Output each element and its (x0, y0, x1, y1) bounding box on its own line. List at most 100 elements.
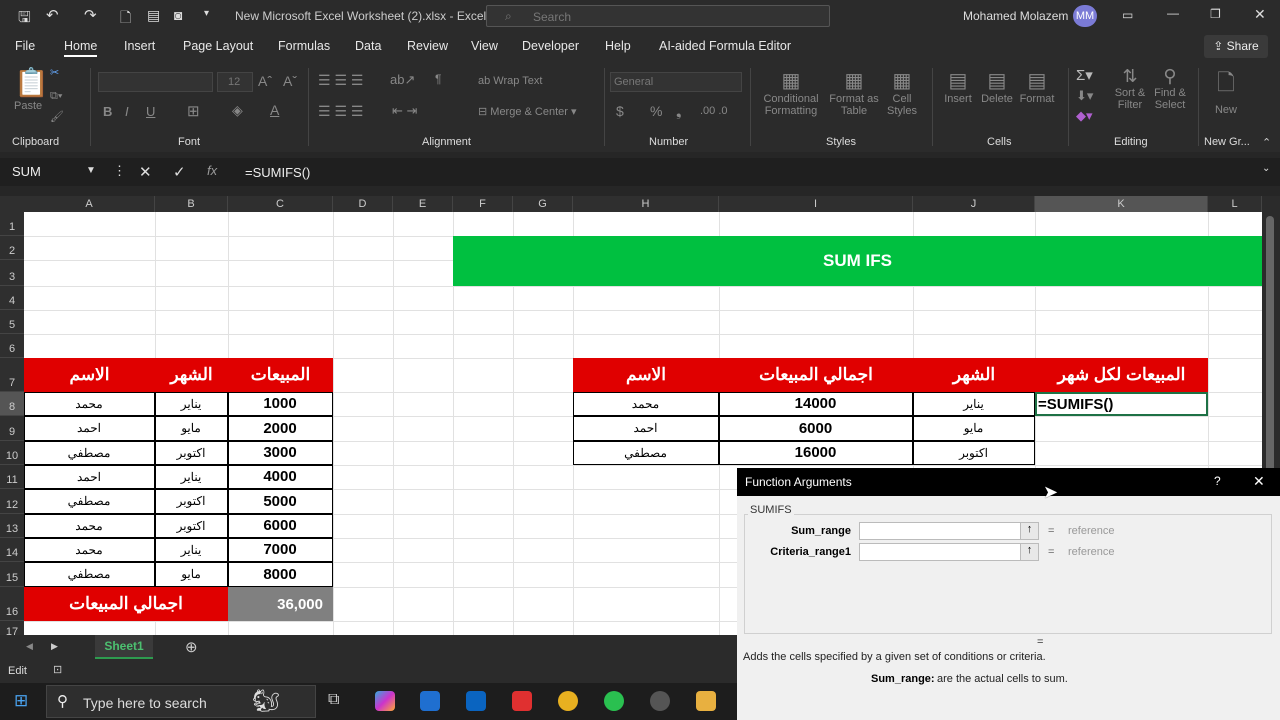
file-explorer-icon[interactable] (696, 691, 716, 711)
left-table-cell[interactable]: مايو (154, 415, 228, 441)
left-table-cell[interactable]: اكتوبر (154, 440, 228, 465)
expand-formula-bar-icon[interactable]: ⌄ (1262, 163, 1271, 174)
left-table-cell[interactable]: مصطفي (23, 561, 155, 587)
font-color-icon[interactable]: A (270, 102, 280, 118)
row-header-8[interactable]: 8 (0, 392, 24, 416)
whatsapp-icon[interactable] (604, 691, 624, 711)
format-as-table-button[interactable]: ▦ Format as Table (829, 70, 879, 117)
taskbar-search-box[interactable]: ⚲ Type here to search 🐿 (46, 685, 316, 718)
tab-file[interactable]: File (15, 39, 36, 53)
store-icon[interactable] (420, 691, 440, 711)
right-table-header[interactable]: الاسم (573, 358, 719, 392)
conditional-formatting-button[interactable]: ▦ Conditional Formatting (763, 70, 819, 117)
dialog-close-icon[interactable]: ✕ (1253, 473, 1265, 489)
right-table-cell[interactable]: مصطفي (572, 440, 719, 465)
left-table-cell[interactable]: 1000 (227, 391, 333, 416)
row-header-17[interactable]: 17 (0, 621, 24, 635)
row-header-7[interactable]: 7 (0, 358, 24, 392)
active-cell-K8[interactable]: =SUMIFS() (1035, 392, 1208, 416)
windows-start-icon[interactable]: ⊞ (14, 691, 29, 710)
cut-icon[interactable]: ✂ (50, 67, 60, 79)
left-table-cell[interactable]: مايو (154, 561, 228, 587)
left-table-cell[interactable]: 8000 (227, 561, 333, 587)
tab-view[interactable]: View (471, 39, 498, 53)
copilot-icon[interactable] (375, 691, 395, 711)
tab-ai-formula-editor[interactable]: AI-aided Formula Editor (659, 39, 792, 53)
left-table-cell[interactable]: مصطفي (23, 488, 155, 514)
row-header-9[interactable]: 9 (0, 416, 24, 441)
column-header-I[interactable]: I (719, 196, 913, 212)
font-size-select[interactable]: 12 (217, 72, 253, 92)
column-header-D[interactable]: D (333, 196, 393, 212)
new-file-icon[interactable]: 🗋 (120, 9, 132, 25)
increase-font-icon[interactable]: Aˆ (258, 73, 272, 89)
avatar[interactable]: MM (1073, 5, 1097, 27)
right-table-cell[interactable]: 6000 (718, 415, 913, 441)
row-header-14[interactable]: 14 (0, 538, 24, 562)
left-table-cell[interactable]: 4000 (227, 464, 333, 489)
name-box-dropdown-icon[interactable]: ▼ (86, 165, 96, 176)
autosum-icon[interactable]: Σ▾ (1076, 67, 1093, 84)
left-table-cell[interactable]: محمد (23, 513, 155, 538)
collapse-dialog-icon[interactable]: ↑ (1020, 543, 1039, 561)
total-label[interactable]: اجمالي المبيعات (24, 587, 228, 621)
collapse-dialog-icon[interactable]: ↑ (1020, 522, 1039, 540)
clear-icon[interactable]: ◆▾ (1076, 108, 1093, 123)
copy-icon[interactable]: ⧉▾ (50, 90, 63, 102)
decimal-icon[interactable]: .00 .0 (700, 105, 728, 117)
left-table-cell[interactable]: احمد (23, 415, 155, 441)
insert-cells-button[interactable]: ▤ Insert (944, 70, 972, 105)
left-table-cell[interactable]: 7000 (227, 537, 333, 562)
left-table-header[interactable]: المبيعات (228, 358, 333, 392)
left-table-cell[interactable]: يناير (154, 391, 228, 416)
font-name-select[interactable] (98, 72, 213, 92)
orientation-icon[interactable]: ab↗ (390, 72, 416, 87)
tab-developer[interactable]: Developer (522, 39, 579, 53)
left-table-cell[interactable]: يناير (154, 537, 228, 562)
column-header-H[interactable]: H (573, 196, 719, 212)
delete-cells-button[interactable]: ▤ Delete (981, 70, 1013, 105)
column-header-G[interactable]: G (513, 196, 573, 212)
format-painter-icon[interactable]: 🖌 (50, 111, 64, 123)
right-table-cell[interactable]: محمد (572, 391, 719, 416)
search-box[interactable]: ⌕ Search (486, 5, 830, 27)
camera-icon[interactable]: ◙ (174, 7, 183, 23)
align-left-icon[interactable]: ☰ ☰ ☰ (318, 103, 364, 119)
select-all-corner[interactable] (0, 196, 24, 212)
right-table-cell[interactable]: اكتوبر (912, 440, 1035, 465)
name-box[interactable]: SUM (12, 164, 41, 179)
undo-icon[interactable]: ↶ (46, 7, 59, 24)
accessibility-icon[interactable]: ⊡ (53, 664, 63, 676)
help-button[interactable]: ? (1214, 474, 1221, 488)
app-icon[interactable] (650, 691, 670, 711)
row-header-10[interactable]: 10 (0, 441, 24, 465)
row-header-13[interactable]: 13 (0, 514, 24, 538)
left-table-cell[interactable]: 6000 (227, 513, 333, 538)
banner-sum-ifs[interactable]: SUM IFS (453, 236, 1262, 286)
cell-styles-button[interactable]: ▦ Cell Styles (887, 70, 917, 117)
right-table-cell[interactable]: 16000 (718, 440, 913, 465)
row-header-12[interactable]: 12 (0, 489, 24, 514)
row-header-3[interactable]: 3 (0, 260, 24, 286)
row-header-4[interactable]: 4 (0, 286, 24, 310)
scroll-right-icon[interactable]: ▶ (51, 641, 58, 651)
task-view-icon[interactable]: ⧉ (328, 691, 340, 708)
row-header-5[interactable]: 5 (0, 310, 24, 334)
form-icon[interactable]: ▤ (147, 7, 161, 23)
tab-formulas[interactable]: Formulas (278, 39, 331, 53)
insert-function-icon[interactable]: fx (207, 163, 218, 178)
left-table-header[interactable]: الشهر (155, 358, 228, 392)
scroll-left-icon[interactable]: ◀ (26, 641, 33, 651)
tab-data[interactable]: Data (355, 39, 382, 53)
right-table-cell[interactable]: احمد (572, 415, 719, 441)
ribbon-display-icon[interactable]: ▭ (1122, 8, 1134, 22)
bold-icon[interactable]: B (103, 104, 113, 119)
left-table-cell[interactable]: 5000 (227, 488, 333, 514)
paste-icon[interactable]: 📋 (14, 67, 49, 98)
right-table-header[interactable]: اجمالي المبيعات (719, 358, 913, 392)
row-header-6[interactable]: 6 (0, 334, 24, 358)
tab-page-layout[interactable]: Page Layout (183, 39, 254, 53)
dialog-title-bar[interactable]: Function Arguments ? ✕ (737, 468, 1280, 496)
fill-icon[interactable]: ⬇▾ (1076, 88, 1094, 103)
total-value[interactable]: 36,000 (228, 587, 333, 621)
